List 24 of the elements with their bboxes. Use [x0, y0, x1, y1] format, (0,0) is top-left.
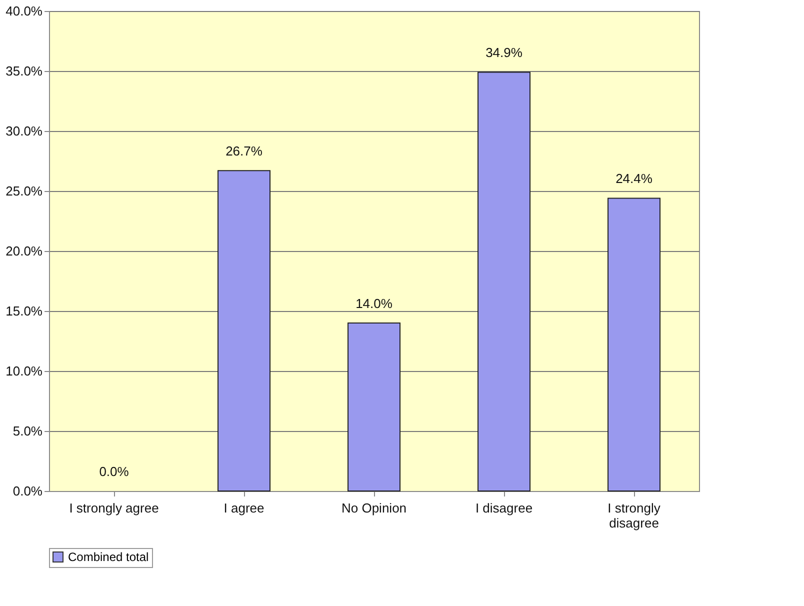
- y-tick-label: 30.0%: [6, 124, 43, 138]
- x-tick-label: I strongly disagree: [608, 500, 661, 530]
- data-label: 0.0%: [99, 464, 130, 479]
- y-tick-label: 10.0%: [6, 364, 43, 378]
- x-tick-label: I agree: [224, 500, 264, 516]
- x-tick-label: No Opinion: [341, 500, 407, 516]
- y-tick-label: 5.0%: [12, 424, 43, 438]
- y-tick-label: 20.0%: [6, 244, 43, 258]
- bar: [348, 322, 400, 492]
- data-label: 26.7%: [226, 144, 263, 159]
- x-tick-label: I strongly agree: [69, 500, 159, 516]
- data-label: 24.4%: [616, 171, 653, 186]
- bar: [478, 72, 530, 492]
- y-tick-label: 0.0%: [12, 484, 43, 498]
- legend-label: Combined total: [68, 550, 149, 564]
- y-tick-label: 40.0%: [6, 4, 43, 18]
- data-label: 14.0%: [356, 296, 393, 311]
- y-tick-label: 35.0%: [6, 64, 43, 78]
- bar: [608, 198, 660, 492]
- bar: [218, 170, 270, 492]
- y-tick-label: 25.0%: [6, 184, 43, 198]
- data-label: 34.9%: [486, 45, 523, 60]
- x-tick-label: I disagree: [475, 500, 533, 516]
- y-tick-label: 15.0%: [6, 304, 43, 318]
